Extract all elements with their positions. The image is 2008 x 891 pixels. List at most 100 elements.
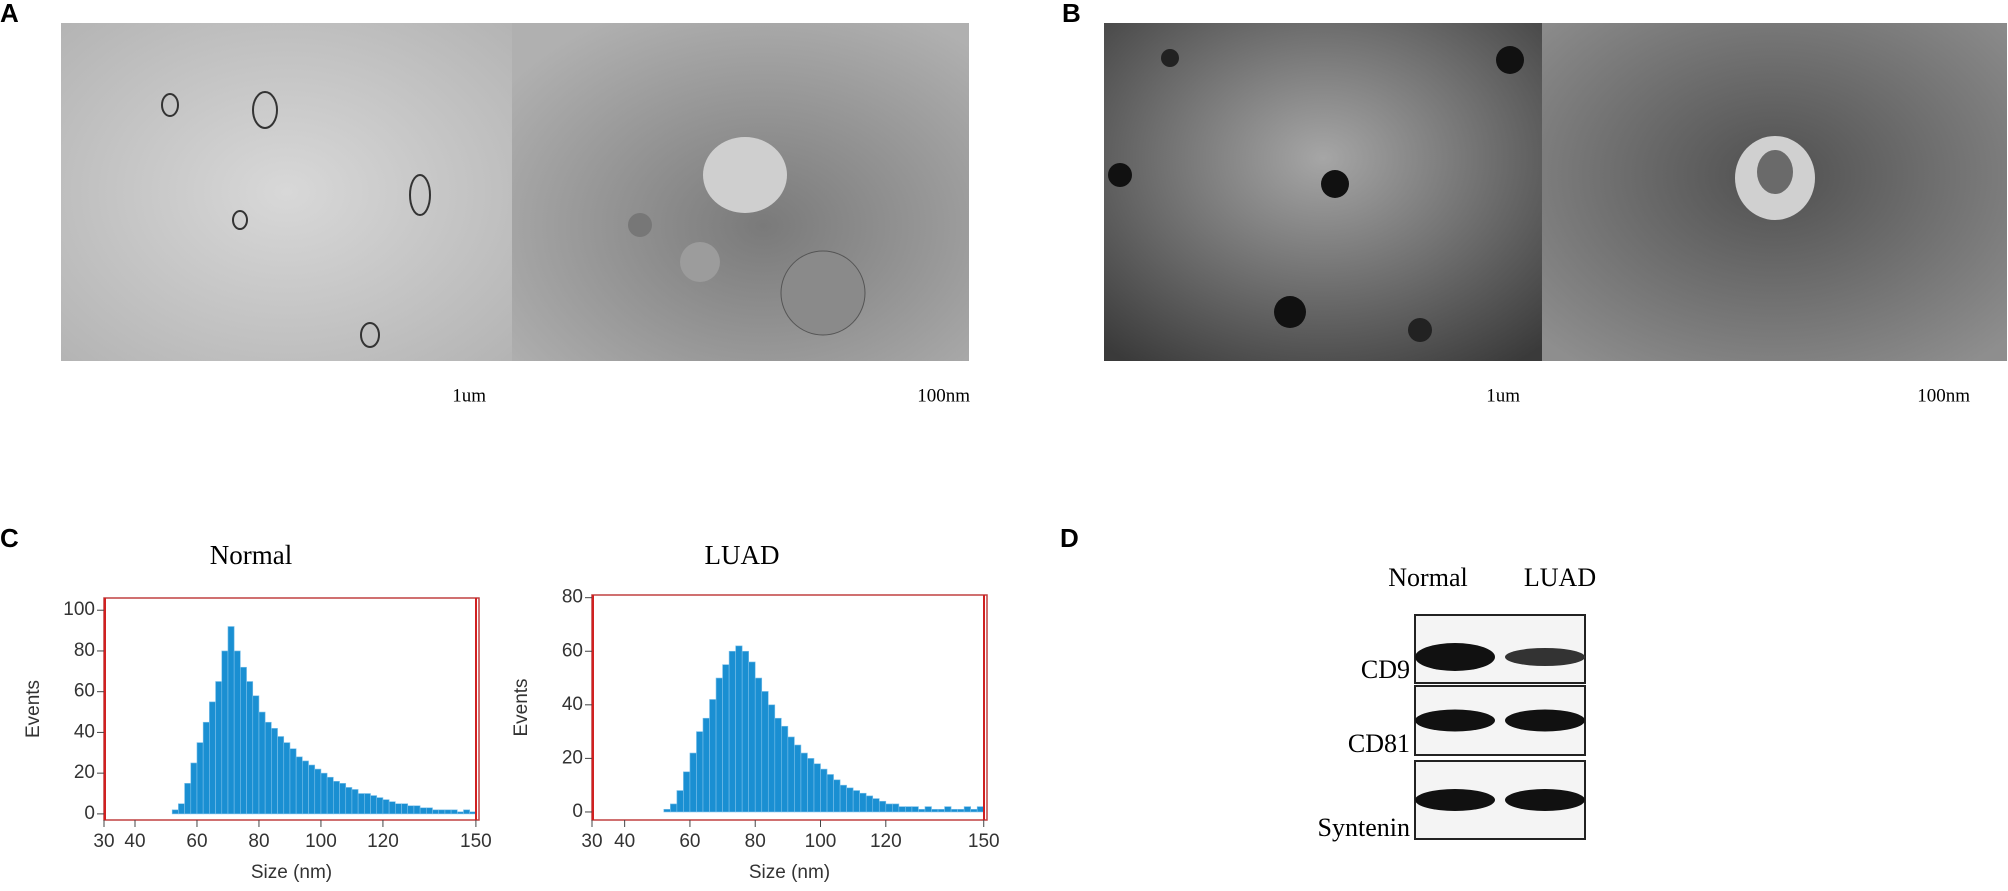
histogram-bar	[339, 783, 347, 815]
histogram-bar	[333, 781, 340, 815]
histogram-bar	[781, 725, 789, 813]
histogram-bar	[240, 666, 247, 815]
y-tick-label: 60	[562, 640, 583, 661]
histogram-bar	[820, 768, 828, 813]
histogram-bar	[432, 809, 440, 815]
histogram-bar	[970, 808, 978, 813]
histogram-bar	[283, 742, 291, 815]
x-tick-label: 150	[460, 831, 492, 852]
histogram-bar	[950, 808, 958, 813]
histogram-bar	[277, 736, 285, 815]
histogram-bar	[171, 809, 179, 815]
histogram-bar	[670, 803, 678, 813]
x-tick-label: 60	[186, 831, 207, 852]
blot-band	[1505, 709, 1585, 732]
histogram-bar	[911, 806, 919, 813]
row-label: CD9	[1361, 655, 1410, 684]
histogram-bar	[302, 760, 309, 815]
histogram-bar	[702, 717, 710, 813]
histogram-bar	[892, 803, 900, 813]
histogram-bar	[426, 807, 433, 815]
histogram-bar	[833, 779, 841, 813]
row-label: CD81	[1348, 729, 1410, 758]
histogram-bar	[689, 752, 697, 813]
histogram-bar	[419, 807, 427, 815]
histogram-bar	[683, 771, 691, 813]
histogram-bar	[271, 728, 278, 815]
blot-band	[1415, 789, 1495, 811]
panel-label: B	[1062, 0, 1081, 28]
histogram-bar	[878, 800, 887, 813]
histogram-bar	[722, 664, 730, 813]
column-label: Normal	[1388, 563, 1467, 592]
histogram-bar	[676, 790, 684, 813]
histogram-bar	[202, 721, 210, 815]
histogram-bar	[885, 803, 893, 813]
histogram-bar	[289, 748, 297, 815]
histogram-bar	[839, 784, 847, 813]
micrograph	[61, 23, 512, 361]
histogram-bar	[696, 731, 704, 813]
panel-label: A	[0, 0, 19, 28]
histogram-bar	[735, 645, 743, 813]
histogram-bar	[898, 806, 906, 813]
histogram-bar	[407, 805, 415, 815]
y-axis-label: Events	[511, 678, 532, 736]
panel-label: D	[1060, 523, 1079, 553]
chart-title: LUAD	[705, 540, 780, 570]
histogram-bar	[401, 803, 409, 815]
micrograph	[1104, 23, 1542, 361]
histogram-bar	[872, 798, 880, 813]
vesicles	[161, 91, 431, 348]
histogram-bar	[794, 744, 802, 813]
panel-label: C	[0, 523, 19, 553]
histogram-bar	[320, 772, 328, 815]
histogram-bar	[800, 752, 808, 813]
chart-title: Normal	[210, 540, 292, 570]
histogram-bar	[215, 681, 223, 815]
histogram-bar	[865, 795, 874, 813]
y-tick-label: 20	[74, 762, 95, 783]
histogram-bar	[826, 774, 834, 813]
blot-band	[1415, 643, 1495, 671]
y-tick-label: 40	[562, 694, 583, 715]
x-tick-label: 30	[93, 831, 114, 852]
histogram-bar	[754, 677, 763, 813]
x-tick-label: 40	[124, 831, 145, 852]
blot-band	[1505, 789, 1585, 811]
histogram-bar	[457, 811, 464, 815]
x-tick-label: 60	[679, 831, 700, 852]
histogram-bar	[924, 806, 932, 813]
histogram-bar	[937, 808, 945, 813]
histogram-bar	[190, 762, 198, 815]
y-tick-label: 100	[63, 599, 95, 620]
histogram-bar	[715, 677, 723, 813]
histogram-bar	[918, 808, 926, 813]
histogram-bar	[787, 736, 795, 813]
histogram-bar	[388, 801, 396, 815]
y-tick-label: 60	[74, 681, 95, 702]
scale-bar-label: 100nm	[1917, 385, 1970, 406]
histogram-bar	[957, 808, 965, 813]
histogram-bar	[976, 806, 985, 813]
histogram-bar	[209, 701, 216, 815]
x-axis-label: Size (nm)	[251, 862, 332, 883]
blot-band	[1415, 709, 1495, 732]
x-tick-label: 80	[745, 831, 766, 852]
histogram-bar	[905, 806, 913, 813]
x-tick-label: 150	[968, 831, 1000, 852]
blot-band	[1505, 648, 1585, 666]
histogram-bar	[178, 803, 185, 815]
histogram-bar	[859, 792, 867, 813]
x-tick-label: 100	[805, 831, 837, 852]
histogram-bar	[774, 717, 782, 813]
histogram-bar	[233, 650, 241, 815]
histogram-bar	[944, 806, 952, 813]
x-tick-label: 120	[367, 831, 399, 852]
histogram-bar	[463, 809, 471, 815]
y-tick-label: 40	[74, 721, 95, 742]
x-axis-label: Size (nm)	[749, 862, 830, 883]
histogram-bar	[450, 809, 458, 815]
